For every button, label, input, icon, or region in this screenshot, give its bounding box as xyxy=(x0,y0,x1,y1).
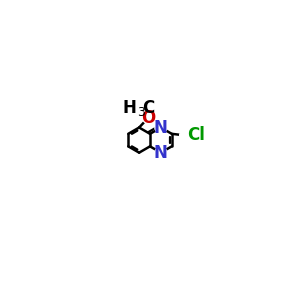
Circle shape xyxy=(180,130,192,141)
Text: Cl: Cl xyxy=(187,127,205,145)
Text: 3: 3 xyxy=(137,106,145,119)
Circle shape xyxy=(130,97,153,120)
Circle shape xyxy=(155,122,167,134)
Text: N: N xyxy=(154,118,168,136)
Circle shape xyxy=(142,112,154,124)
Text: O: O xyxy=(141,109,155,127)
Text: H: H xyxy=(122,99,136,117)
Circle shape xyxy=(155,147,167,159)
Text: C: C xyxy=(142,99,154,117)
Text: N: N xyxy=(154,144,168,162)
